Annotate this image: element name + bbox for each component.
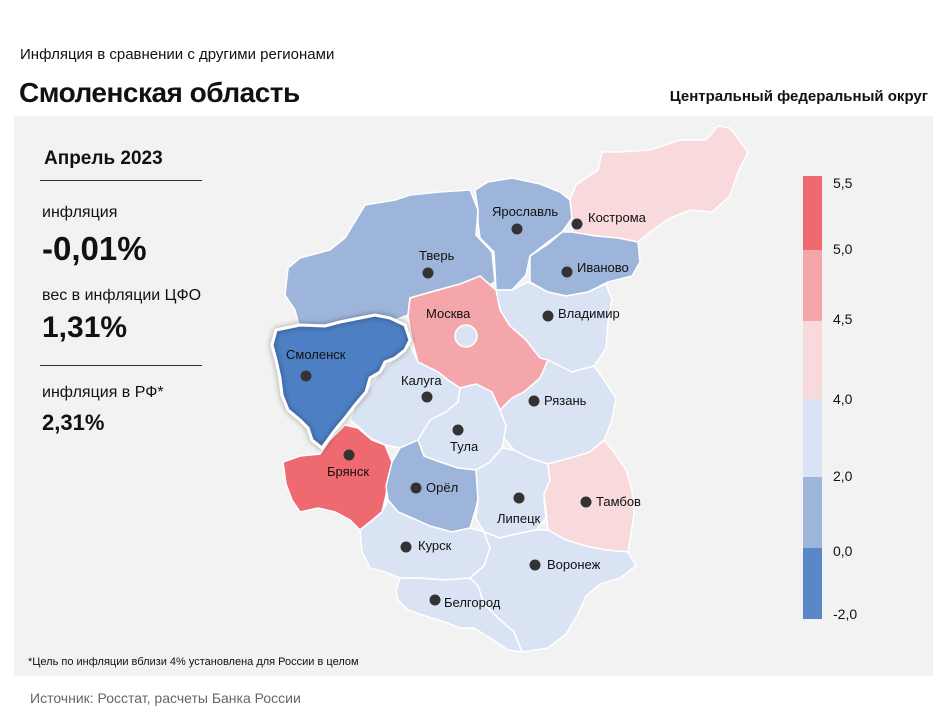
city-dot-yaroslavl <box>511 223 523 235</box>
city-label-belgorod: Белгород <box>444 595 501 610</box>
city-dot-vladimir <box>542 310 554 322</box>
region-lipetsk[interactable] <box>475 447 551 539</box>
city-label-yaroslavl: Ярославль <box>492 204 558 219</box>
city-label-ivanovo: Иваново <box>577 260 629 275</box>
city-labels: Тверь Ярославль Кострома Иваново Владими… <box>286 204 647 610</box>
city-dot-smolensk <box>300 370 312 382</box>
legend-tick: 5,5 <box>833 175 853 191</box>
legend-tick: 4,5 <box>833 311 853 327</box>
weight-value: 1,31% <box>42 311 128 344</box>
city-dot-ryazan <box>528 395 540 407</box>
source-note: Источник: Росстат, расчеты Банка России <box>30 690 301 706</box>
city-label-lipetsk: Липецк <box>497 511 541 526</box>
city-label-moscow: Москва <box>426 306 471 321</box>
city-label-voronezh: Воронеж <box>547 557 601 572</box>
legend-band-2-4 <box>803 399 822 477</box>
city-dot-tver <box>422 267 434 279</box>
legend-tick: -2,0 <box>833 606 857 622</box>
legend-scale <box>803 176 822 619</box>
city-label-kursk: Курск <box>418 538 452 553</box>
city-label-tambov: Тамбов <box>596 494 641 509</box>
city-markers <box>300 218 592 606</box>
city-dot-orel <box>410 482 422 494</box>
region-bryansk[interactable] <box>282 424 393 532</box>
page-title: Смоленская область <box>19 77 300 108</box>
region-tambov[interactable] <box>543 438 635 553</box>
city-dot-tula <box>452 424 464 436</box>
city-label-ryazan: Рязань <box>544 393 587 408</box>
subtitle: Инфляция в сравнении с другими регионами <box>20 46 335 63</box>
city-dot-voronezh <box>529 559 541 571</box>
legend-tick: 4,0 <box>833 391 853 407</box>
city-dot-lipetsk <box>513 492 525 504</box>
city-dot-bryansk <box>343 449 355 461</box>
city-label-bryansk: Брянск <box>327 464 369 479</box>
city-dot-belgorod <box>429 594 441 606</box>
city-dot-kostroma <box>571 218 583 230</box>
legend-tick: 0,0 <box>833 543 853 559</box>
region-smolensk-highlight <box>270 313 412 451</box>
city-label-orel: Орёл <box>426 480 458 495</box>
district-label: Центральный федеральный округ <box>669 88 928 105</box>
legend-band-4.5-5 <box>803 250 822 321</box>
weight-label: вес в инфляции ЦФО <box>42 287 202 304</box>
city-label-vladimir: Владимир <box>558 306 620 321</box>
legend-band-4-4.5 <box>803 321 822 399</box>
legend-ticks: 5,5 5,0 4,5 4,0 2,0 0,0 -2,0 <box>833 175 857 622</box>
city-dot-kursk <box>400 541 412 553</box>
divider <box>40 365 202 366</box>
city-label-kaluga: Калуга <box>401 373 442 388</box>
legend-tick: 2,0 <box>833 468 853 484</box>
rf-inflation-label: инфляция в РФ* <box>42 384 164 401</box>
region-yaroslavl[interactable] <box>474 177 573 291</box>
city-label-tver: Тверь <box>419 248 455 263</box>
inflation-label: инфляция <box>42 204 118 221</box>
inflation-value: -0,01% <box>42 230 147 267</box>
legend-band-5-5.5 <box>803 176 822 250</box>
legend-band-0-2 <box>803 477 822 548</box>
legend-tick: 5,0 <box>833 241 853 257</box>
city-label-kostroma: Кострома <box>588 210 647 225</box>
city-dot-kaluga <box>421 391 433 403</box>
city-dot-ivanovo <box>561 266 573 278</box>
rf-inflation-value: 2,31% <box>42 410 105 435</box>
footnote: *Цель по инфляции вблизи 4% установлена … <box>28 656 359 668</box>
city-label-tula: Тула <box>450 439 479 454</box>
city-dot-tambov <box>580 496 592 508</box>
divider <box>40 180 202 181</box>
moscow-city-marker <box>454 324 478 348</box>
legend-band-neg2-0 <box>803 548 822 619</box>
city-label-smolensk: Смоленск <box>286 347 346 362</box>
region-belgorod[interactable] <box>395 577 524 653</box>
period-label: Апрель 2023 <box>44 148 163 169</box>
